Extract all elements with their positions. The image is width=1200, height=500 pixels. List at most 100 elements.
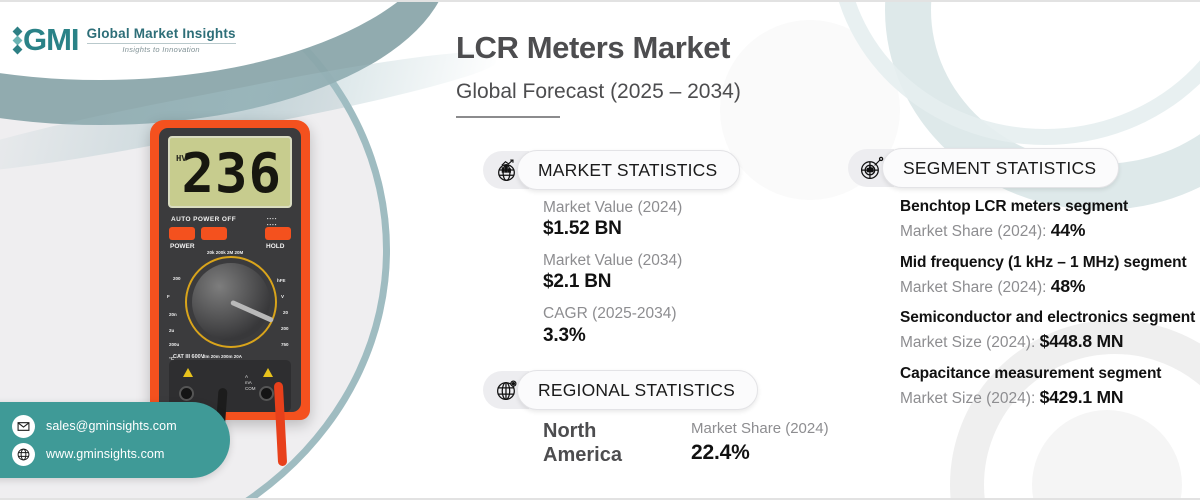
background-arc-top-left <box>0 0 450 125</box>
segment-item: Semiconductor and electronics segment Ma… <box>900 309 1200 354</box>
dial-label-hfe: hFE <box>277 278 286 283</box>
power-button-label: POWER <box>170 243 195 250</box>
market-statistics-header: MARKET STATISTICS <box>483 150 741 190</box>
market-stat-value: $2.1 BN <box>543 271 612 293</box>
rotary-dial[interactable] <box>192 263 275 341</box>
logo-divider <box>86 43 236 45</box>
segment-metric: Market Size (2024): $429.1 MN <box>900 385 1200 410</box>
dial-label-750: 750 <box>281 342 289 347</box>
dial-pointer <box>229 299 275 323</box>
region-share-block: Market Share (2024) 22.4% <box>691 420 829 465</box>
power-button[interactable] <box>169 227 195 240</box>
segment-metric: Market Size (2024): $448.8 MN <box>900 329 1200 354</box>
market-statistics-label: MARKET STATISTICS <box>538 159 718 180</box>
market-statistics-pill: MARKET STATISTICS <box>517 150 741 190</box>
segment-metric: Market Share (2024): 44% <box>900 218 1200 243</box>
contact-website-row[interactable]: www.gminsights.com <box>12 442 230 466</box>
dial-label-20n: 20n <box>169 312 177 317</box>
dial-label-200: 200 <box>173 276 181 281</box>
logo-initials: GMI <box>23 22 80 57</box>
market-statistics-body: Market Value (2024) $1.52 BN Market Valu… <box>543 198 682 357</box>
hold-button[interactable] <box>265 227 291 240</box>
dial-label-amp-range: 2m 20m 200m 20A <box>203 354 243 359</box>
segment-metric-label: Market Size (2024): <box>900 389 1036 407</box>
envelope-icon <box>12 414 35 438</box>
segment-item: Capacitance measurement segment Market S… <box>900 365 1200 410</box>
hold-button-label: HOLD <box>266 243 285 250</box>
market-stat-row: Market Value (2024) $1.52 BN <box>543 198 682 242</box>
frame-line-top <box>0 0 1200 2</box>
dial-label-2u: 2u <box>169 328 175 333</box>
segment-metric-label: Market Size (2024): <box>900 334 1036 352</box>
input-jack-com[interactable] <box>179 386 194 401</box>
segment-item: Mid frequency (1 kHz – 1 MHz) segment Ma… <box>900 254 1200 299</box>
globe-icon <box>12 442 35 466</box>
segment-metric: Market Share (2024): 48% <box>900 274 1200 299</box>
regional-statistics-label: REGIONAL STATISTICS <box>538 379 735 400</box>
segment-metric-label: Market Share (2024): <box>900 222 1047 240</box>
warning-triangle-left-icon <box>183 368 193 377</box>
segment-title: Capacitance measurement segment <box>900 364 1162 382</box>
dial-label-200u: 200u <box>169 342 180 347</box>
logo-tagline: Insights to Innovation <box>122 45 200 55</box>
cat-rating-label: CAT III 600V <box>173 354 205 360</box>
auto-power-off-label: AUTO POWER OFF <box>171 216 237 223</box>
segment-metric-value: 48% <box>1050 275 1086 296</box>
multimeter-lcd-screen: HV 236 <box>168 136 292 208</box>
warning-triangle-right-icon <box>263 368 273 377</box>
region-name: North America <box>543 420 622 466</box>
multimeter-faceplate: HV 236 AUTO POWER OFF ▪▪▪▪▪▪▪▪▪▪▪▪ POWER… <box>159 128 301 412</box>
market-stat-value: $1.52 BN <box>543 218 622 240</box>
contact-bar: sales@gminsights.com www.gminsights.com <box>0 402 230 478</box>
multimeter-body: HV 236 AUTO POWER OFF ▪▪▪▪▪▪▪▪▪▪▪▪ POWER… <box>150 120 310 420</box>
market-stat-row: Market Value (2034) $2.1 BN <box>543 251 682 295</box>
lcd-reading: 236 <box>181 142 282 205</box>
multimeter-illustration: HV 236 AUTO POWER OFF ▪▪▪▪▪▪▪▪▪▪▪▪ POWER… <box>150 120 310 467</box>
market-stat-label: Market Value (2034) <box>543 252 683 270</box>
dial-label-F: F <box>167 294 170 299</box>
segment-statistics-body: Benchtop LCR meters segment Market Share… <box>900 198 1200 420</box>
title-divider <box>456 115 560 118</box>
logo-diamond-icon <box>12 26 23 54</box>
segment-title: Benchtop LCR meters segment <box>900 198 1129 215</box>
dial-label-20k: 20k 200k 2M 20M <box>207 250 244 255</box>
page-subtitle: Global Forecast (2025 – 2034) <box>456 79 741 103</box>
segment-metric-value: $448.8 MN <box>1039 331 1124 352</box>
regional-statistics-pill: REGIONAL STATISTICS <box>517 370 758 410</box>
page-title: LCR Meters Market <box>456 30 731 65</box>
segment-metric-label: Market Share (2024): <box>900 278 1047 296</box>
segment-statistics-label: SEGMENT STATISTICS <box>903 157 1097 178</box>
segment-metric-value: 44% <box>1050 219 1086 240</box>
segment-statistics-header: SEGMENT STATISTICS <box>848 148 1120 188</box>
region-share-value: 22.4% <box>691 441 750 464</box>
logo-company-name: Global Market Insights <box>86 25 236 41</box>
logo-mark: GMI <box>12 22 80 58</box>
dial-label-celsius: °C <box>169 356 175 361</box>
segment-title: Semiconductor and electronics segment <box>900 309 1196 327</box>
multimeter-button-row <box>169 227 291 240</box>
segment-item: Benchtop LCR meters segment Market Share… <box>900 198 1200 243</box>
brand-logo[interactable]: GMI Global Market Insights Insights to I… <box>12 22 236 58</box>
segment-metric-value: $429.1 MN <box>1039 386 1124 407</box>
rotary-dial-ring <box>185 256 277 348</box>
contact-email: sales@gminsights.com <box>46 419 177 433</box>
dial-label-200r: 200 <box>281 326 289 331</box>
market-stat-label: Market Value (2024) <box>543 199 683 216</box>
lcd-hv-indicator: HV <box>176 154 187 164</box>
market-stat-label: CAGR (2025-2034) <box>543 305 677 323</box>
background-circle-bottom-right-fill <box>1032 410 1182 500</box>
button-spacer <box>233 227 259 240</box>
logo-wordmark: Global Market Insights Insights to Innov… <box>86 25 236 55</box>
dial-label-volt: V <box>281 294 285 299</box>
contact-website: www.gminsights.com <box>46 447 165 461</box>
title-block: LCR Meters Market Global Forecast (2025 … <box>456 30 1156 118</box>
segment-title: Mid frequency (1 kHz – 1 MHz) segment <box>900 253 1187 271</box>
segment-statistics-pill: SEGMENT STATISTICS <box>882 148 1120 188</box>
regional-statistics-body: North America Market Share (2024) 22.4% <box>543 420 829 467</box>
regional-statistics-header: REGIONAL STATISTICS <box>483 370 758 410</box>
backlight-button[interactable] <box>201 227 227 240</box>
contact-email-row[interactable]: sales@gminsights.com <box>12 414 230 438</box>
input-jack-vohm[interactable] <box>259 386 274 401</box>
